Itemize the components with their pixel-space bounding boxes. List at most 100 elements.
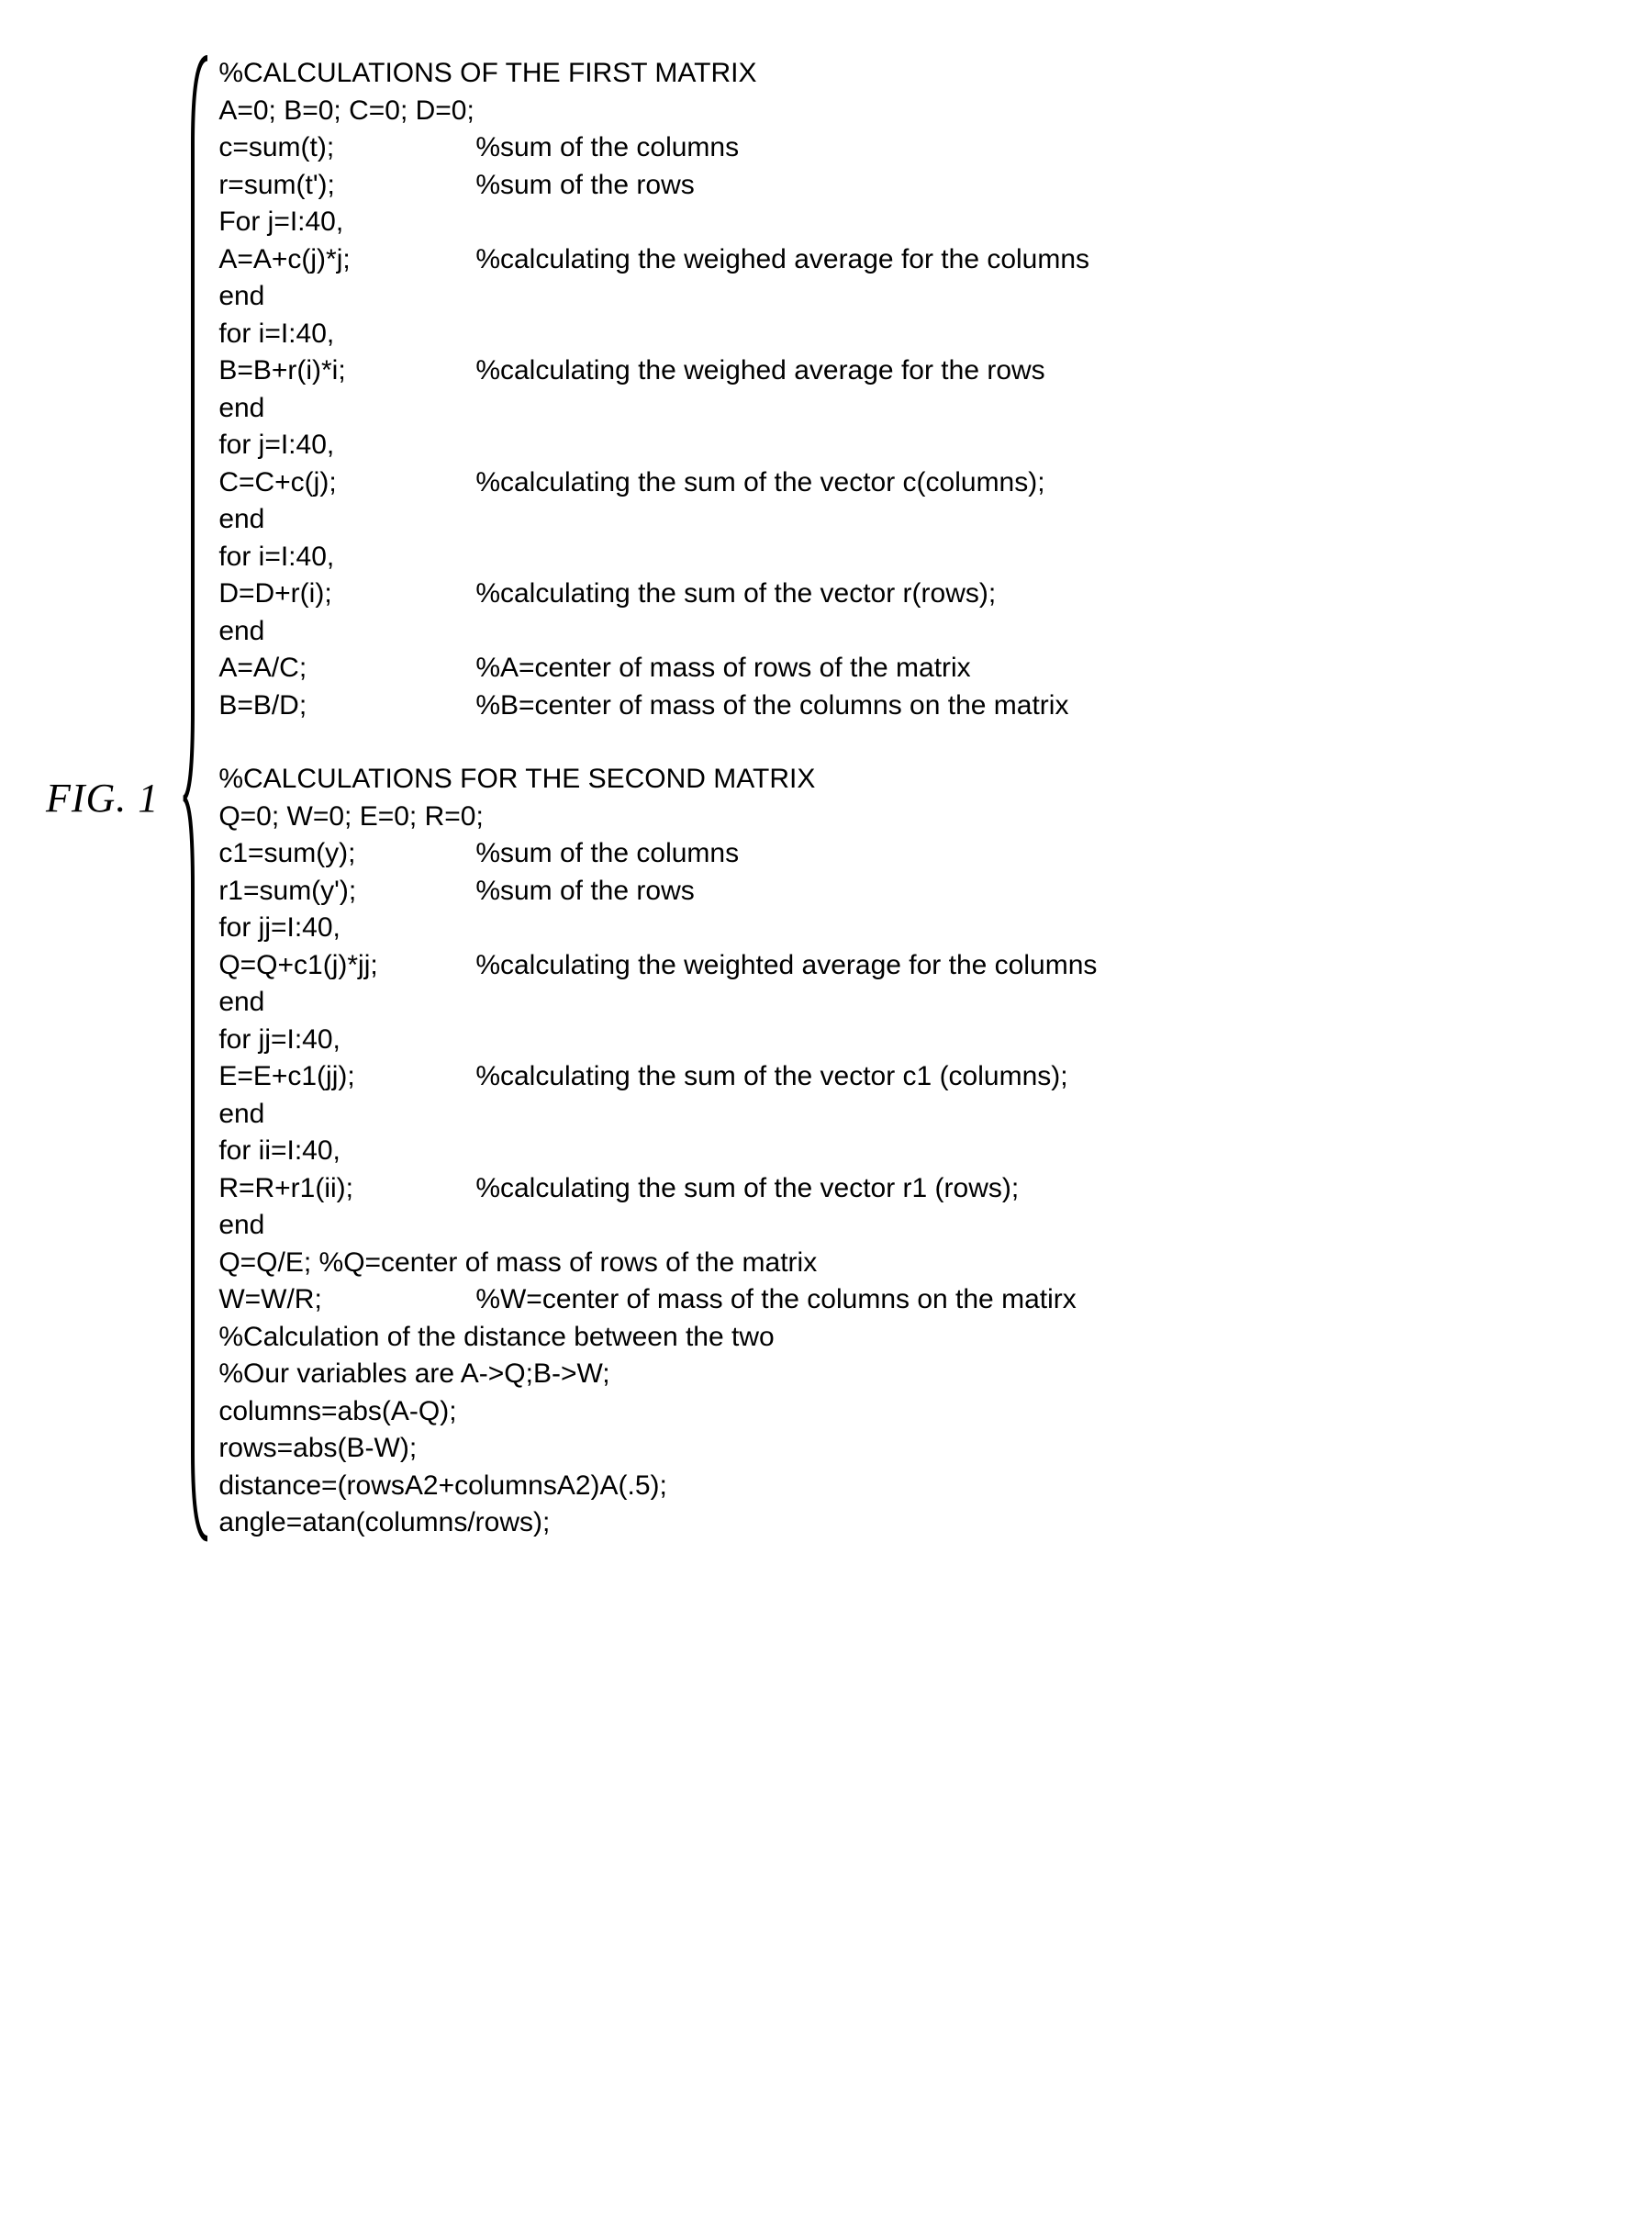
comment-text: %B=center of mass of the columns on the … (475, 687, 1097, 725)
code-line: end (218, 1207, 1097, 1245)
comment-text: %calculating the weighed average for the… (475, 241, 1097, 279)
section2-lines: Q=0; W=0; E=0; R=0;c1=sum(y);%sum of the… (218, 799, 1097, 1542)
code-text: Q=0; W=0; E=0; R=0; (218, 799, 484, 836)
code-line: r=sum(t');%sum of the rows (218, 167, 1097, 205)
section-gap (218, 724, 1097, 761)
code-text: A=A/C; (218, 650, 475, 687)
code-line: A=A/C;%A=center of mass of rows of the m… (218, 650, 1097, 687)
code-line: columns=abs(A-Q); (218, 1393, 1097, 1431)
comment-text: %calculating the weighed average for the… (475, 352, 1097, 390)
code-line: D=D+r(i);%calculating the sum of the vec… (218, 576, 1097, 613)
code-text: W=W/R; (218, 1281, 475, 1319)
code-line: end (218, 984, 1097, 1022)
comment-text: %W=center of mass of the columns on the … (475, 1281, 1097, 1319)
code-text: angle=atan(columns/rows); (218, 1504, 550, 1542)
code-line: end (218, 278, 1097, 316)
title-text: %CALCULATIONS FOR THE SECOND MATRIX (218, 761, 815, 799)
comment-text: %A=center of mass of rows of the matrix (475, 650, 1097, 687)
code-line: for i=I:40, (218, 539, 1097, 576)
code-text: R=R+r1(ii); (218, 1170, 475, 1208)
code-text: end (218, 278, 475, 316)
comment-text: %calculating the sum of the vector c1 (c… (475, 1058, 1097, 1096)
code-text: for ii=I:40, (218, 1133, 475, 1170)
code-block: %CALCULATIONS OF THE FIRST MATRIX A=0; B… (209, 55, 1106, 1542)
comment-text: %sum of the columns (475, 129, 1097, 167)
code-line: Q=Q+c1(j)*jj;%calculating the weighted a… (218, 947, 1097, 985)
figure-label: FIG. 1 (46, 775, 159, 821)
comment-text: %sum of the columns (475, 835, 1097, 873)
code-line: rows=abs(B-W); (218, 1430, 1097, 1468)
code-text: end (218, 984, 475, 1022)
code-text: end (218, 613, 475, 651)
code-line: B=B/D;%B=center of mass of the columns o… (218, 687, 1097, 725)
code-text: for i=I:40, (218, 316, 475, 353)
code-line: end (218, 390, 1097, 428)
code-line: end (218, 1096, 1097, 1134)
comment-text: %sum of the rows (475, 873, 1097, 911)
code-text: r1=sum(y'); (218, 873, 475, 911)
code-text: D=D+r(i); (218, 576, 475, 613)
code-line: angle=atan(columns/rows); (218, 1504, 1097, 1542)
code-line: %Our variables are A->Q;B->W; (218, 1356, 1097, 1393)
code-line: for i=I:40, (218, 316, 1097, 353)
comment-text: %calculating the sum of the vector c(col… (475, 464, 1097, 502)
code-text: C=C+c(j); (218, 464, 475, 502)
code-text: distance=(rowsA2+columnsA2)A(.5); (218, 1468, 667, 1505)
code-line: end (218, 501, 1097, 539)
curly-brace-icon (182, 55, 209, 1542)
code-text: B=B/D; (218, 687, 475, 725)
code-line: Q=0; W=0; E=0; R=0; (218, 799, 1097, 836)
code-text: for jj=I:40, (218, 910, 475, 947)
code-text: Q=Q/E; %Q=center of mass of rows of the … (218, 1245, 817, 1282)
code-text: for i=I:40, (218, 539, 475, 576)
code-line: R=R+r1(ii);%calculating the sum of the v… (218, 1170, 1097, 1208)
code-line: for jj=I:40, (218, 1022, 1097, 1059)
section2-title: %CALCULATIONS FOR THE SECOND MATRIX (218, 761, 1097, 799)
code-text: c=sum(t); (218, 129, 475, 167)
code-line: %Calculation of the distance between the… (218, 1319, 1097, 1357)
code-line: end (218, 613, 1097, 651)
code-text: end (218, 1207, 475, 1245)
code-line: A=A+c(j)*j;%calculating the weighed aver… (218, 241, 1097, 279)
code-line: B=B+r(i)*i;%calculating the weighed aver… (218, 352, 1097, 390)
comment-text: %calculating the weighted average for th… (475, 947, 1097, 985)
code-line: for ii=I:40, (218, 1133, 1097, 1170)
code-text: Q=Q+c1(j)*jj; (218, 947, 475, 985)
code-text: rows=abs(B-W); (218, 1430, 475, 1468)
title-text: %CALCULATIONS OF THE FIRST MATRIX (218, 55, 756, 93)
code-text: end (218, 390, 475, 428)
code-line: distance=(rowsA2+columnsA2)A(.5); (218, 1468, 1097, 1505)
code-text: r=sum(t'); (218, 167, 475, 205)
code-line: For j=I:40, (218, 204, 1097, 241)
code-text: for j=I:40, (218, 427, 475, 464)
code-text: E=E+c1(jj); (218, 1058, 475, 1096)
code-text: end (218, 1096, 475, 1134)
code-line: c=sum(t);%sum of the columns (218, 129, 1097, 167)
code-text: c1=sum(y); (218, 835, 475, 873)
code-line: c1=sum(y);%sum of the columns (218, 835, 1097, 873)
code-text: For j=I:40, (218, 204, 475, 241)
bracket-and-code: %CALCULATIONS OF THE FIRST MATRIX A=0; B… (182, 55, 1106, 1542)
code-text: A=A+c(j)*j; (218, 241, 475, 279)
code-line: r1=sum(y');%sum of the rows (218, 873, 1097, 911)
code-text: A=0; B=0; C=0; D=0; (218, 93, 475, 130)
code-text: columns=abs(A-Q); (218, 1393, 475, 1431)
code-line: Q=Q/E; %Q=center of mass of rows of the … (218, 1245, 1097, 1282)
code-line: C=C+c(j);%calculating the sum of the vec… (218, 464, 1097, 502)
code-line: E=E+c1(jj);%calculating the sum of the v… (218, 1058, 1097, 1096)
comment-text: %calculating the sum of the vector r(row… (475, 576, 1097, 613)
comment-text: %calculating the sum of the vector r1 (r… (475, 1170, 1097, 1208)
code-text: for jj=I:40, (218, 1022, 475, 1059)
comment-text: %sum of the rows (475, 167, 1097, 205)
code-text: %Calculation of the distance between the… (218, 1319, 774, 1357)
code-line: W=W/R;%W=center of mass of the columns o… (218, 1281, 1097, 1319)
code-text: %Our variables are A->Q;B->W; (218, 1356, 609, 1393)
code-text: end (218, 501, 475, 539)
code-line: A=0; B=0; C=0; D=0; (218, 93, 1097, 130)
figure-container: FIG. 1 %CALCULATIONS OF THE FIRST MATRIX… (46, 55, 1606, 1542)
code-line: for jj=I:40, (218, 910, 1097, 947)
section1-title: %CALCULATIONS OF THE FIRST MATRIX (218, 55, 1097, 93)
code-line: for j=I:40, (218, 427, 1097, 464)
code-text: B=B+r(i)*i; (218, 352, 475, 390)
section1-lines: A=0; B=0; C=0; D=0;c=sum(t);%sum of the … (218, 93, 1097, 725)
